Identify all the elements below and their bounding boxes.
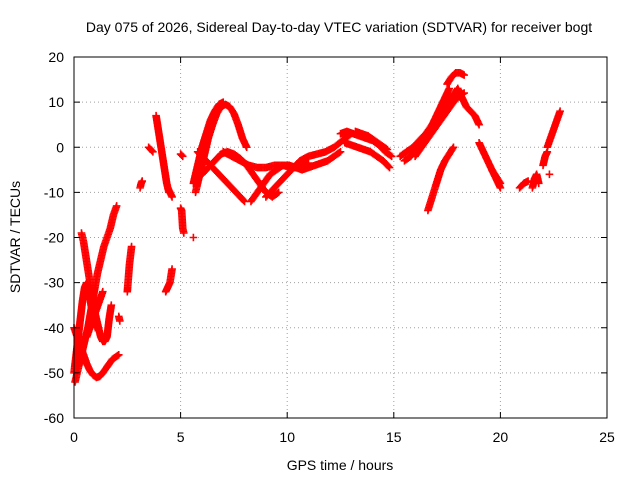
- series-arc13: [176, 204, 188, 237]
- y-tick-label: -30: [44, 275, 64, 291]
- data-point: [138, 177, 147, 185]
- data-point: [239, 196, 248, 205]
- data-point: [445, 84, 454, 93]
- series-arc36: [539, 147, 552, 170]
- data-point: [127, 242, 136, 251]
- series-arc12: [161, 265, 176, 296]
- series-arc7: [123, 242, 136, 296]
- series-arc38: [543, 107, 564, 152]
- data-point: [148, 146, 156, 155]
- y-tick-label: 20: [48, 49, 64, 65]
- series-arc24: [340, 138, 394, 172]
- x-tick-label: 0: [70, 429, 78, 445]
- axis-ticks: [73, 56, 608, 419]
- series-arc11: [164, 184, 176, 201]
- data-point: [387, 152, 396, 161]
- series-arc6: [114, 312, 124, 325]
- series-arc21: [247, 147, 345, 206]
- tick-labels: -60 -50 -40 -30 -20 -10 0 10 20 0 5 10 15 20 25: [44, 49, 615, 445]
- series-arc14: [176, 150, 187, 161]
- series-arc28: [411, 89, 468, 161]
- series-arc33: [488, 166, 505, 188]
- x-tick-label: 15: [386, 429, 402, 445]
- series-arc9: [144, 143, 157, 156]
- data-points: [70, 68, 564, 386]
- data-point: [189, 233, 198, 242]
- series-arc31: [453, 84, 483, 129]
- data-point: [449, 143, 458, 152]
- y-tick-label: -40: [44, 320, 64, 336]
- data-point: [384, 162, 393, 171]
- data-point: [114, 351, 123, 359]
- data-point: [149, 147, 157, 156]
- series-arc5: [82, 287, 107, 341]
- series-arc15: [189, 233, 198, 242]
- x-tick-label: 5: [177, 429, 185, 445]
- series-arc8: [136, 177, 147, 192]
- data-point: [240, 197, 249, 206]
- y-tick-label: -60: [44, 410, 64, 426]
- data-point: [475, 120, 483, 129]
- y-axis-label: SDTVAR / TECUs: [7, 181, 23, 293]
- data-point: [177, 151, 186, 159]
- series-arc34: [515, 177, 532, 192]
- series-arc37: [545, 170, 554, 179]
- x-tick-label: 20: [493, 429, 509, 445]
- x-axis-label: GPS time / hours: [287, 457, 394, 473]
- data-point: [534, 179, 543, 188]
- data-point: [107, 301, 116, 309]
- series-arc29: [424, 143, 458, 215]
- y-tick-label: -10: [44, 184, 64, 200]
- data-point: [556, 107, 564, 115]
- data-point: [385, 163, 394, 172]
- y-tick-label: -50: [44, 365, 64, 381]
- series-arc35: [528, 170, 543, 192]
- data-point: [274, 188, 283, 197]
- data-point: [496, 179, 505, 188]
- y-tick-label: 0: [56, 139, 64, 155]
- series-arc25: [351, 127, 392, 154]
- data-point: [460, 71, 468, 79]
- data-point: [116, 317, 124, 325]
- series-arc30: [443, 68, 468, 88]
- data-point: [168, 265, 176, 273]
- data-point: [178, 152, 187, 161]
- data-point: [168, 193, 176, 201]
- data-point: [98, 287, 107, 296]
- data-point: [336, 147, 345, 156]
- data-point: [383, 145, 392, 154]
- series-arc17: [191, 100, 251, 197]
- data-point: [242, 143, 251, 152]
- series-arc4: [71, 202, 121, 386]
- grid: [74, 57, 607, 418]
- data-point: [545, 170, 554, 179]
- y-tick-label: 10: [48, 94, 64, 110]
- x-tick-label: 10: [279, 429, 295, 445]
- data-point: [112, 202, 121, 210]
- chart-title: Day 075 of 2026, Sidereal Day-to-day VTE…: [86, 19, 592, 35]
- x-tick-label: 25: [599, 429, 615, 445]
- data-point: [179, 229, 188, 237]
- y-tick-label: -20: [44, 230, 64, 246]
